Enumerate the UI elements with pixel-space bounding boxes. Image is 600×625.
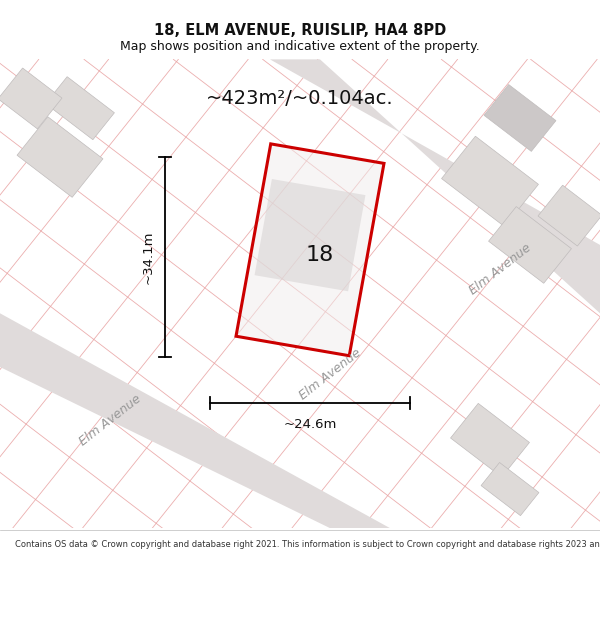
Polygon shape	[0, 313, 390, 528]
Text: 18: 18	[306, 244, 334, 265]
Polygon shape	[270, 59, 600, 313]
Text: Elm Avenue: Elm Avenue	[296, 346, 364, 402]
Polygon shape	[236, 144, 384, 356]
Text: Contains OS data © Crown copyright and database right 2021. This information is : Contains OS data © Crown copyright and d…	[15, 540, 600, 549]
Text: ~34.1m: ~34.1m	[142, 231, 155, 284]
Polygon shape	[254, 179, 365, 291]
Text: Elm Avenue: Elm Avenue	[77, 392, 143, 449]
Polygon shape	[484, 84, 556, 151]
Polygon shape	[481, 462, 539, 516]
Polygon shape	[442, 136, 538, 227]
Polygon shape	[17, 117, 103, 198]
Polygon shape	[46, 77, 115, 140]
Polygon shape	[488, 207, 571, 283]
Polygon shape	[538, 185, 600, 246]
Text: Map shows position and indicative extent of the property.: Map shows position and indicative extent…	[120, 41, 480, 53]
Polygon shape	[0, 68, 62, 129]
Polygon shape	[451, 403, 529, 477]
Text: ~423m²/~0.104ac.: ~423m²/~0.104ac.	[206, 89, 394, 108]
Text: ~24.6m: ~24.6m	[283, 418, 337, 431]
Text: 18, ELM AVENUE, RUISLIP, HA4 8PD: 18, ELM AVENUE, RUISLIP, HA4 8PD	[154, 23, 446, 38]
Text: Elm Avenue: Elm Avenue	[467, 241, 533, 298]
